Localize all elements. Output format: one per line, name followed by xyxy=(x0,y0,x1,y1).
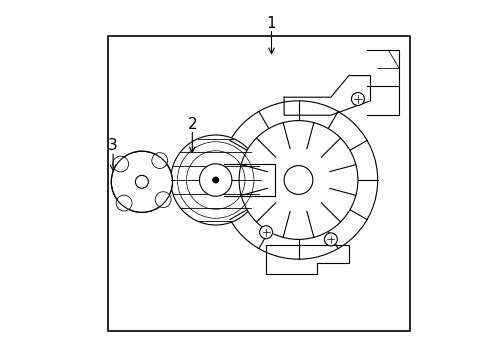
Text: 3: 3 xyxy=(108,138,118,153)
Circle shape xyxy=(259,226,272,239)
Circle shape xyxy=(111,151,172,212)
Circle shape xyxy=(116,195,132,211)
Circle shape xyxy=(199,164,231,196)
Circle shape xyxy=(212,177,218,183)
Circle shape xyxy=(135,175,148,188)
Circle shape xyxy=(284,166,312,194)
Text: 1: 1 xyxy=(266,16,276,31)
Circle shape xyxy=(155,192,171,207)
Text: 2: 2 xyxy=(187,117,197,132)
Circle shape xyxy=(113,156,128,172)
Circle shape xyxy=(170,135,260,225)
Circle shape xyxy=(324,233,337,246)
Circle shape xyxy=(351,93,364,105)
Circle shape xyxy=(239,121,357,239)
Bar xyxy=(107,36,409,331)
Circle shape xyxy=(151,153,167,168)
Circle shape xyxy=(219,101,377,259)
